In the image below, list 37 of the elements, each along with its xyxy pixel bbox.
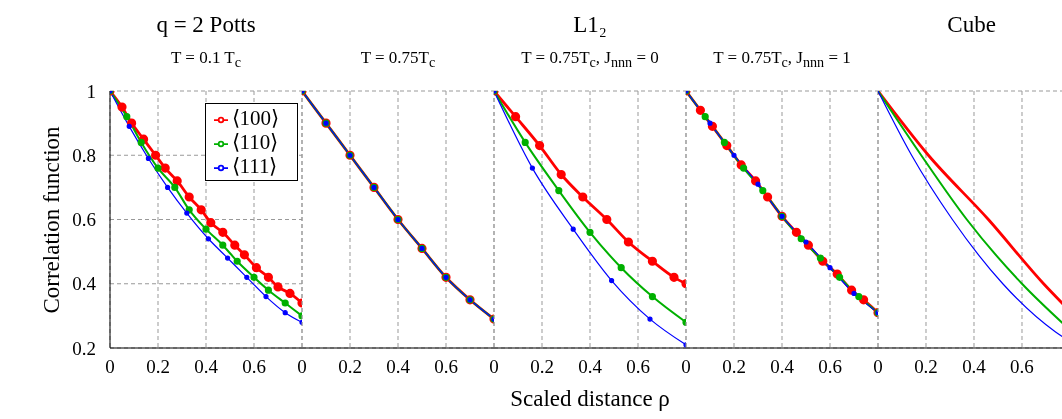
x-tick-label: 0.4: [962, 356, 987, 378]
y-tick-label: 0.8: [72, 144, 96, 166]
y-tick-label: 0.6: [72, 209, 96, 231]
x-tick-label: 0.6: [242, 356, 266, 378]
x-tick-label: 0: [873, 356, 883, 378]
chart-title: q = 2 Potts: [155, 12, 257, 38]
x-tick-label: 0: [489, 356, 499, 378]
x-tick-label: 0.2: [146, 356, 170, 378]
y-tick-label: 0.2: [72, 337, 96, 359]
y-tick-label: 1: [86, 80, 96, 102]
legend-label: ⟨111⟩: [231, 154, 278, 178]
x-tick-label: 0: [105, 356, 115, 378]
x-tick-label: 0.6: [818, 356, 842, 378]
chart-title: Cube: [946, 12, 997, 38]
x-tick-label: 0: [297, 356, 307, 378]
chart-subtitle: T = 0.75T$_{c}$: [359, 48, 437, 72]
x-tick-label: 0.4: [770, 356, 795, 378]
chart-subtitle: T = 0.1 T$_{c}$: [169, 48, 242, 72]
y-axis-title: Correlation function: [39, 125, 65, 314]
y-tick-label: 0.4: [72, 273, 97, 295]
x-tick-label: 0.6: [434, 356, 458, 378]
x-tick-label: 0.6: [626, 356, 650, 378]
legend-label: ⟨110⟩: [231, 130, 279, 154]
chart-subtitle: T = 0.75T$_{c}$, J$_{nnn}$ = 0: [520, 48, 660, 72]
x-tick-label: 0.4: [386, 356, 411, 378]
x-tick-label: 0.2: [530, 356, 554, 378]
x-tick-label: 0.2: [338, 356, 362, 378]
chart-subtitle: T = 0.75T$_{c}$, J$_{nnn}$ = 1: [712, 48, 852, 72]
x-tick-label: 0: [681, 356, 691, 378]
x-tick-label: 0.6: [1010, 356, 1034, 378]
x-axis-title: Scaled distance ρ: [509, 386, 671, 412]
legend-label: ⟨100⟩: [231, 106, 279, 130]
chart-title: L1₂: [572, 12, 608, 38]
x-tick-label: 0.4: [194, 356, 219, 378]
x-tick-label: 0.2: [722, 356, 746, 378]
x-tick-label: 0.2: [914, 356, 938, 378]
x-tick-label: 0.4: [578, 356, 603, 378]
